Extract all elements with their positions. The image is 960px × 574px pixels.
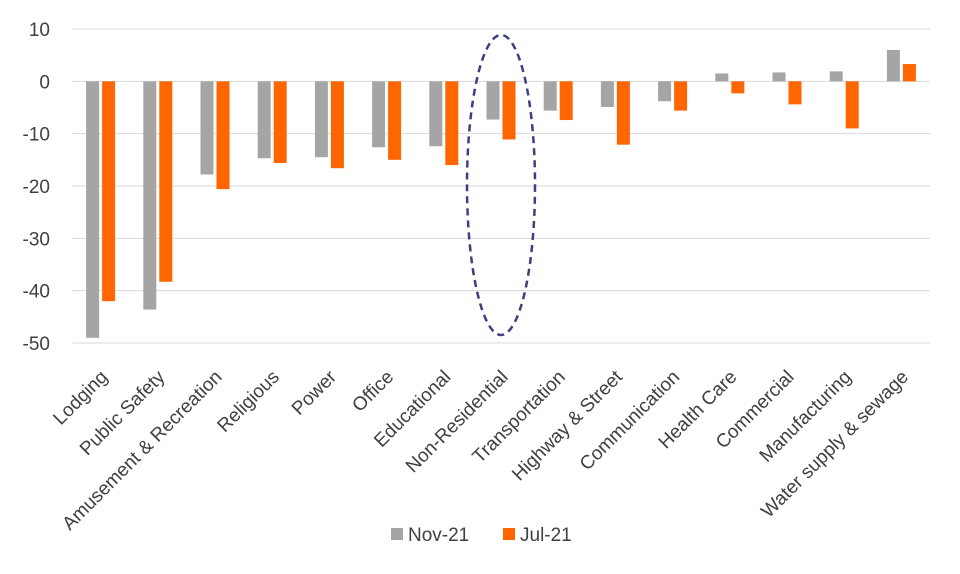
bar-jul-21-non-residential: [502, 81, 516, 140]
bar-jul-21-educational: [445, 81, 459, 166]
bar-nov-21-health-care: [715, 73, 729, 82]
bar-jul-21-amusement-recreation: [216, 81, 230, 190]
gridlines: [72, 28, 930, 344]
bar-jul-21-commercial: [788, 81, 802, 105]
bar-jul-21-health-care: [731, 81, 745, 94]
bar-nov-21-religious: [257, 81, 271, 159]
legend-label-jul-21: Jul-21: [520, 525, 572, 546]
bar-jul-21-manufacturing: [845, 81, 859, 129]
bar-nov-21-amusement-recreation: [200, 81, 214, 175]
legend-label-nov-21: Nov-21: [408, 525, 469, 546]
bar-jul-21-public-safety: [159, 81, 173, 282]
bar-jul-21-office: [388, 81, 402, 160]
bar-jul-21-religious: [273, 81, 287, 163]
bar-nov-21-educational: [429, 81, 443, 147]
highlight-ellipse-non-residential: [465, 33, 537, 337]
bar-nov-21-communication: [658, 81, 672, 102]
legend-swatch-nov-21: [391, 528, 403, 540]
bar-nov-21-non-residential: [486, 81, 500, 120]
category-label-non-residential: Non-Residential: [402, 367, 512, 477]
y-tick-label: -50: [23, 334, 50, 355]
y-tick-label: 0: [39, 72, 50, 93]
bar-jul-21-highway-street: [616, 81, 630, 145]
y-tick-label: -30: [23, 229, 50, 250]
y-tick-label: 10: [29, 20, 50, 41]
bar-jul-21-transportation: [559, 81, 573, 121]
bar-jul-21-communication: [674, 81, 688, 111]
category-label-power: Power: [288, 366, 341, 419]
bar-jul-21-power: [330, 81, 344, 169]
bar-nov-21-power: [314, 81, 328, 158]
y-axis-ticks: 10 0 -10 -20 -30 -40 -50: [23, 20, 50, 355]
y-tick-label: -10: [23, 125, 50, 146]
y-tick-label: -20: [23, 177, 50, 198]
bar-nov-21-transportation: [543, 81, 557, 111]
category-label-communication: Communication: [576, 367, 684, 475]
category-label-religious: Religious: [214, 367, 284, 437]
category-label-office: Office: [348, 367, 398, 417]
highlight-annotation: [465, 33, 537, 337]
bar-nov-21-manufacturing: [829, 71, 843, 82]
bars: [86, 49, 916, 338]
bar-nov-21-lodging: [86, 81, 100, 338]
legend: Nov-21 Jul-21: [391, 525, 572, 546]
bar-nov-21-highway-street: [600, 81, 614, 107]
bar-nov-21-office: [372, 81, 386, 148]
bar-jul-21-lodging: [102, 81, 116, 302]
bar-nov-21-public-safety: [143, 81, 157, 310]
bar-jul-21-water-supply-sewage: [902, 64, 916, 82]
bar-nov-21-commercial: [772, 72, 786, 82]
bar-nov-21-water-supply-sewage: [886, 49, 900, 82]
legend-swatch-jul-21: [503, 528, 515, 540]
y-tick-label: -40: [23, 282, 50, 303]
